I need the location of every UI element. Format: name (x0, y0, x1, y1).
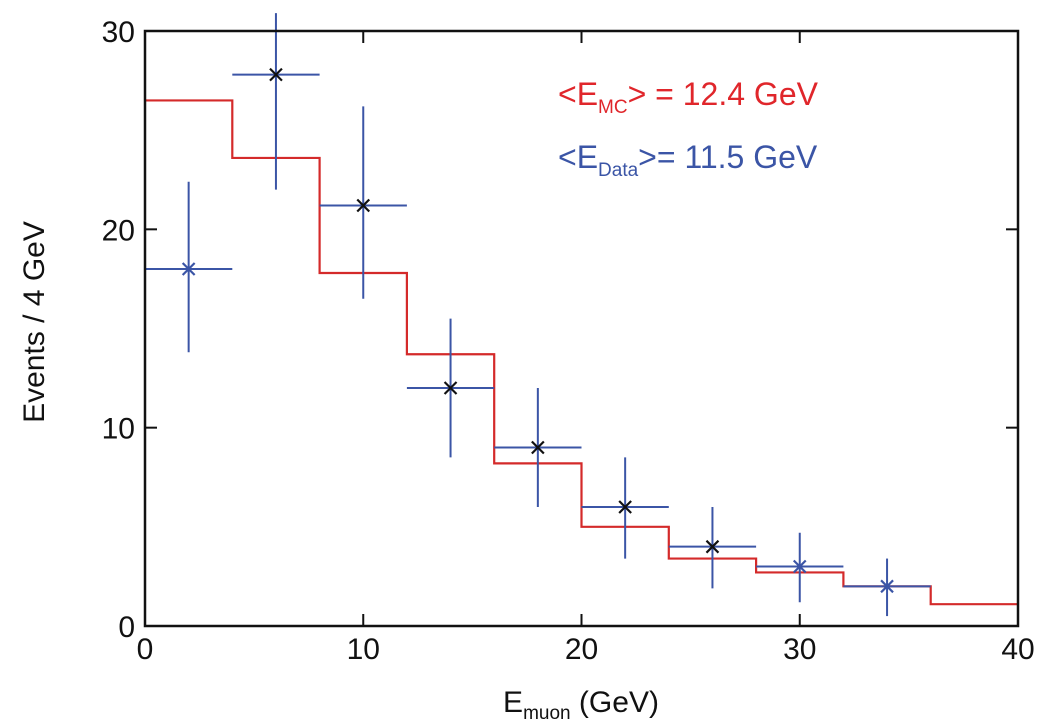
plot-content (145, 13, 1018, 617)
marker-stroke (356, 198, 371, 213)
annotation-data-post: >= 11.5 GeV (638, 139, 818, 175)
x-tick-label: 20 (565, 633, 598, 666)
x-axis-title-main: E (503, 686, 523, 719)
data-point (406, 318, 495, 458)
marker-stroke (880, 579, 894, 594)
annotation-data-mean: <EData>= 11.5 GeV (558, 139, 818, 181)
marker-stroke (443, 381, 458, 395)
marker-stroke (792, 559, 807, 574)
x-axis-title-rest: (GeV) (571, 686, 659, 719)
y-tick-label: 10 (102, 413, 135, 446)
y-tick-label: 30 (102, 16, 135, 49)
data-point (145, 181, 233, 353)
annotation-data-pre: <E (558, 139, 598, 175)
marker-stroke (618, 500, 632, 514)
data-point (843, 558, 931, 617)
data-point (232, 13, 320, 190)
marker-stroke (531, 440, 545, 455)
annotation-data-sub: Data (598, 160, 639, 181)
data-point (756, 532, 844, 603)
data-point (581, 457, 669, 559)
axis-ticks: 0 10 20 30 40 0 10 20 30 (102, 16, 1035, 666)
annotation-mc-mean: <EMC> = 12.4 GeV (558, 76, 819, 118)
mc-histogram-line (145, 99, 1018, 606)
data-point (494, 388, 582, 507)
x-tick-label: 40 (1001, 633, 1034, 666)
x-axis-title: Emuon (GeV) (503, 686, 659, 724)
annotation-mc-post: > = 12.4 GeV (628, 76, 819, 112)
marker-stroke (269, 67, 283, 82)
annotation-mc-pre: <E (558, 76, 598, 112)
marker-stroke (181, 262, 196, 276)
x-tick-label: 0 (137, 633, 154, 666)
y-axis-title: Events / 4 GeV (18, 221, 51, 423)
marker-stroke (705, 539, 720, 554)
annotation-mc-sub: MC (598, 97, 628, 118)
x-tick-label: 10 (347, 633, 380, 666)
data-point (319, 106, 407, 299)
data-point (668, 507, 757, 589)
y-tick-label: 20 (102, 214, 135, 247)
x-tick-label: 30 (783, 633, 816, 666)
x-axis-title-sub: muon (523, 703, 571, 724)
y-tick-label: 0 (118, 611, 135, 644)
